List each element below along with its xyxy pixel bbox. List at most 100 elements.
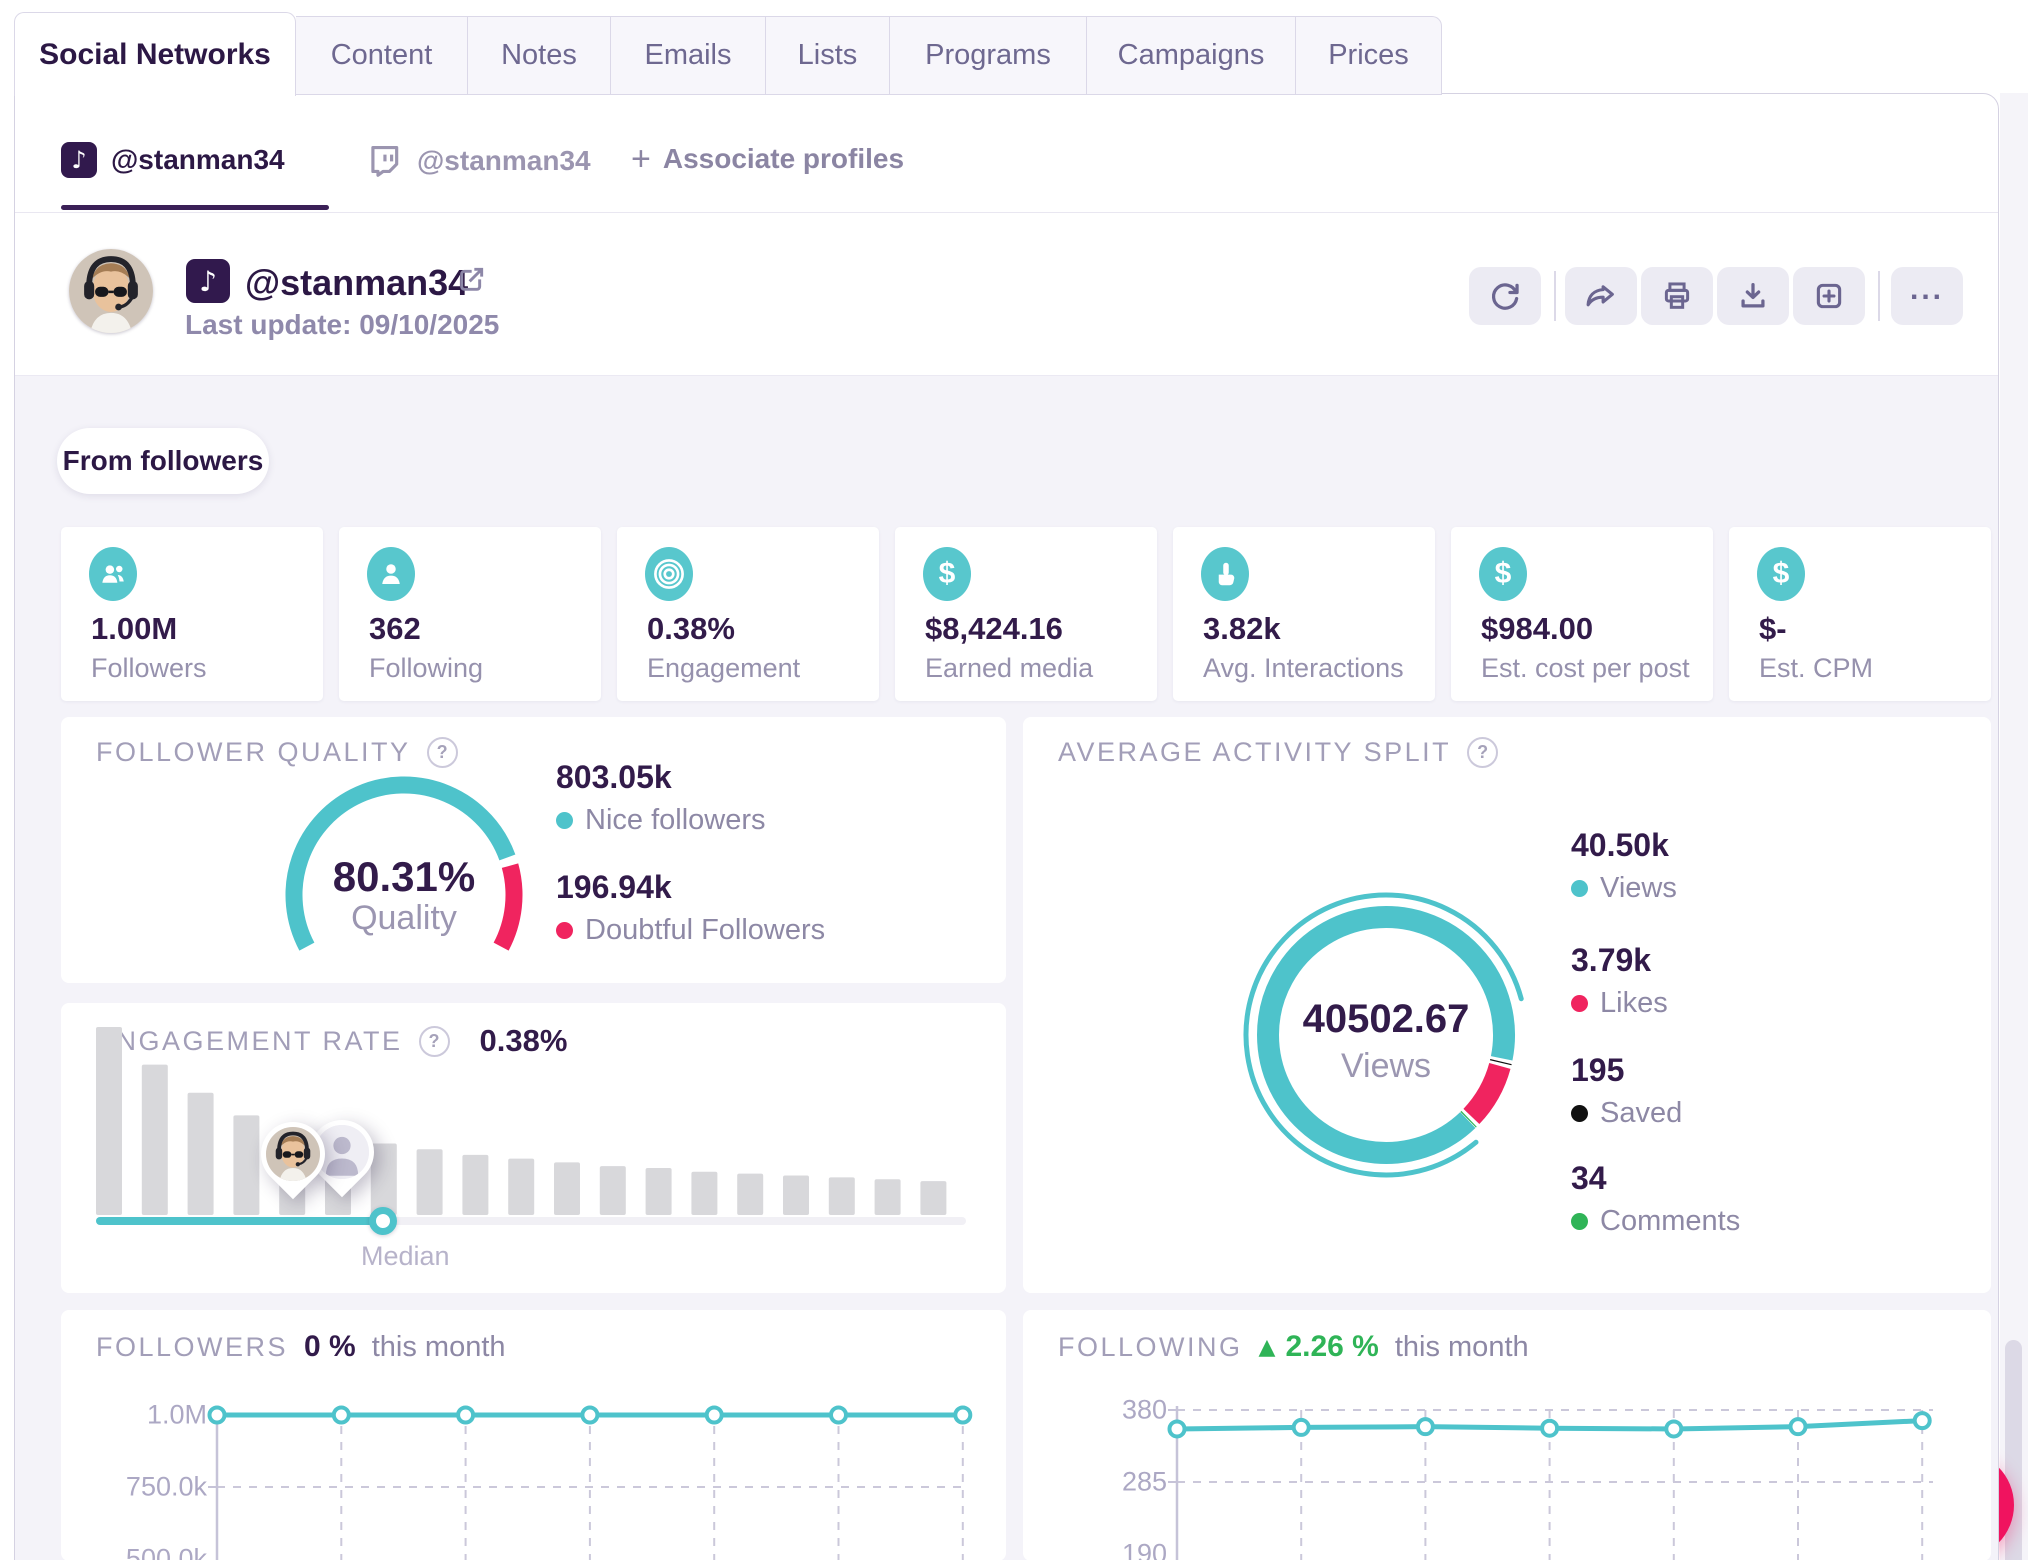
stat-label: Est. cost per post [1481,653,1690,683]
profile-tab-twitch-handle: @stanman34 [417,145,591,176]
dashboard-body: From followers 1.00M Followers 362 Follo… [15,375,1998,1560]
followers-change-value: 0 % [304,1330,356,1363]
print-button[interactable] [1641,267,1713,325]
stat-card-engagement: 0.38% Engagement [617,527,879,701]
download-button[interactable] [1717,267,1789,325]
follower-quality-panel: FOLLOWER QUALITY ? 80.31% Quality 803.05… [61,717,1006,983]
profile-tab-tiktok-handle: @stanman34 [111,144,285,175]
median-slider-handle[interactable] [369,1207,398,1235]
active-profile-tab-underline [61,205,329,210]
stat-value: 362 [369,611,421,646]
stat-value: $8,424.16 [925,611,1063,646]
tab-lists[interactable]: Lists [766,16,890,95]
y-axis-label: 380 [1121,1394,1167,1425]
y-axis-label: 500.0k [125,1543,207,1560]
y-axis-label: 190 [1121,1538,1167,1560]
legend-views: 40.50k Views [1571,827,1677,904]
tiktok-icon: ♪ [61,142,97,178]
black-dot-icon [1571,1105,1588,1122]
tab-campaigns[interactable]: Campaigns [1087,16,1296,95]
profile-handle: @stanman34 [245,262,469,303]
add-to-list-button[interactable] [1793,267,1865,325]
main-tabbar: Social Networks Content Notes Emails Lis… [14,12,1442,96]
activity-split-donut-chart [1243,892,1524,1178]
following-trend-panel: FOLLOWING ▲ 2.26 % this month 380 285 19… [1023,1310,1991,1560]
help-icon[interactable]: ? [426,737,458,768]
stat-label: Engagement [647,653,801,683]
y-axis-label: 1.0M [146,1399,207,1430]
stat-card-cpm: $ $- Est. CPM [1729,527,1991,701]
y-axis-label: 285 [1121,1466,1167,1497]
associate-profiles-button[interactable]: + Associate profiles [631,142,904,176]
engagement-target-icon [645,547,693,601]
median-slider-track [294,1217,966,1225]
tab-prices[interactable]: Prices [1296,16,1442,95]
stat-card-followers: 1.00M Followers [61,527,323,701]
tab-social-networks[interactable]: Social Networks [14,12,296,96]
help-icon[interactable]: ? [1467,737,1499,768]
stat-label: Est. CPM [1759,653,1874,683]
content-panel: ♪ @stanman34 @stanman34 + Associate prof… [14,93,1999,1560]
activity-split-panel: AVERAGE ACTIVITY SPLIT ? 40502.67 Views … [1023,717,1991,1293]
scrollbar-track [2000,93,2028,1560]
stat-label: Following [369,653,484,683]
stat-value: $984.00 [1481,611,1594,646]
associate-profiles-label: Associate profiles [662,143,905,174]
profile-tabs-divider [15,212,1998,213]
teal-dot-icon [1571,880,1588,897]
legend-nice-followers: 803.05k Nice followers [556,759,766,836]
donut-center-text: 40502.67 Views [1302,997,1470,1085]
legend-saved: 195 Saved [1571,1052,1683,1129]
stat-label: Earned media [925,653,1094,683]
trend-up-icon: ▲ [1258,1334,1276,1360]
stat-value: $- [1759,611,1787,646]
help-icon[interactable]: ? [418,1025,450,1057]
stat-value: 0.38% [647,611,735,646]
stat-card-avg-interactions: 3.82k Avg. Interactions [1173,527,1435,701]
panel-title: FOLLOWER QUALITY [96,737,411,767]
pink-dot-icon [556,922,573,939]
legend-likes: 3.79k Likes [1571,942,1668,1019]
panel-title: FOLLOWERS [96,1331,289,1362]
median-label: Median [361,1241,450,1271]
following-line-chart [1167,1406,1933,1560]
last-update-text: Last update: 09/10/2025 [185,309,500,340]
stat-label: Avg. Interactions [1203,653,1404,683]
stat-label: Followers [91,653,207,683]
external-link-icon[interactable] [455,264,487,296]
panel-title: AVERAGE ACTIVITY SPLIT [1058,737,1452,767]
profile-tab-tiktok[interactable]: ♪ @stanman34 [61,142,285,178]
stat-value: 3.82k [1203,611,1281,646]
dollar-icon: $ [1479,547,1527,601]
tab-programs[interactable]: Programs [890,16,1087,95]
legend-comments: 34 Comments [1571,1160,1741,1237]
interactions-icon [1201,547,1249,601]
gauge-center-text: 80.31% Quality [332,853,476,938]
actions-separator [1878,271,1880,321]
following-icon [367,547,415,601]
actions-separator [1554,271,1556,321]
follower-quality-gauge-chart [285,776,523,951]
more-actions-button[interactable]: ... [1891,267,1963,325]
generic-user-pin [296,1106,388,1198]
tab-content[interactable]: Content [296,16,468,95]
panel-title: ENGAGEMENT RATE [96,1025,403,1056]
followers-icon [89,547,137,601]
dollar-icon: $ [1757,547,1805,601]
share-button[interactable] [1565,267,1637,325]
avatar [69,249,153,333]
refresh-button[interactable] [1469,267,1541,325]
engagement-rate-panel: ENGAGEMENT RATE ? 0.38% [61,1003,1006,1293]
stat-card-following: 362 Following [339,527,601,701]
from-followers-toggle[interactable]: From followers [57,428,269,494]
tab-notes[interactable]: Notes [468,16,611,95]
profile-tab-twitch[interactable]: @stanman34 [365,142,591,180]
following-change-value: 2.26 % [1285,1330,1379,1363]
pink-dot-icon [1571,995,1588,1012]
legend-doubtful-followers: 196.94k Doubtful Followers [556,869,826,946]
stat-card-earned-media: $ $8,424.16 Earned media [895,527,1157,701]
teal-dot-icon [556,812,573,829]
followers-change-suffix: this month [371,1330,506,1363]
median-slider-fill [96,1217,384,1225]
tab-emails[interactable]: Emails [611,16,766,95]
